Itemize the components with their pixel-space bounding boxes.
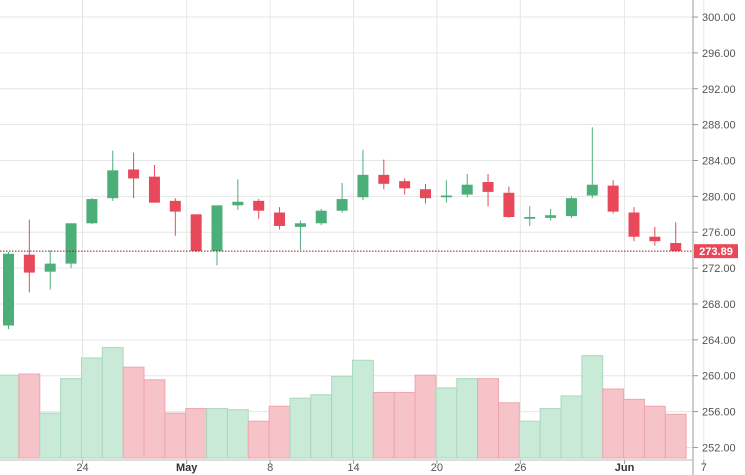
volume-bar — [539, 408, 562, 459]
volume-bar — [435, 387, 458, 459]
candle-body — [169, 200, 181, 212]
y-tick-label: 268.00 — [702, 299, 736, 311]
y-tick-label: 252.00 — [702, 442, 736, 454]
y-tick-label: 272.00 — [702, 263, 736, 275]
candle-body — [294, 223, 306, 227]
volume-bar — [80, 357, 103, 459]
x-tick-label: 7 — [701, 462, 707, 474]
volume-bar — [226, 409, 249, 459]
candle-body — [607, 185, 619, 212]
candle-body — [378, 174, 390, 184]
y-tick-label: 264.00 — [702, 335, 736, 347]
volume-bar — [143, 379, 166, 459]
x-tick-label: May — [176, 462, 198, 474]
candle-body — [65, 223, 77, 264]
y-tick-label: 256.00 — [702, 407, 736, 419]
candle-body — [628, 212, 640, 237]
volume-bar — [414, 374, 437, 459]
candle-body — [211, 205, 223, 252]
last-price-tag: 273.89 — [694, 244, 738, 259]
volume-bar — [331, 375, 354, 459]
volume-bar — [101, 347, 124, 459]
y-tick-label: 300.00 — [702, 12, 736, 24]
x-axis: 24 May 8 14 20 26 Jun 7 — [0, 459, 707, 474]
candle-body — [524, 216, 536, 219]
candle-body — [274, 212, 286, 226]
candle-body — [482, 182, 494, 192]
volume-bar — [0, 374, 20, 459]
x-tick-label: 24 — [76, 462, 88, 474]
candle-body — [315, 210, 327, 224]
y-axis: 300.00 296.00 292.00 288.00 284.00 280.00 276.… — [692, 0, 736, 475]
candle-body — [107, 170, 119, 199]
volume-bar — [310, 394, 333, 459]
x-tick-label: Jun — [615, 462, 635, 474]
volume-bar — [477, 378, 499, 459]
volume-bar — [518, 420, 541, 459]
y-tick-label: 284.00 — [702, 156, 736, 168]
volume-bar — [623, 398, 645, 459]
candle-body — [253, 200, 265, 211]
candle-body — [232, 201, 244, 206]
volume-bars — [0, 347, 687, 459]
volume-bar — [372, 391, 395, 459]
x-tick-label: 20 — [431, 462, 443, 474]
volume-bar — [268, 405, 291, 459]
candle-body — [503, 192, 515, 217]
volume-bar — [352, 359, 374, 459]
candle-body — [190, 214, 202, 252]
volume-bar — [39, 412, 62, 459]
x-tick-label: 8 — [267, 462, 273, 474]
candle-body — [586, 184, 598, 196]
price-candles — [3, 127, 682, 330]
y-tick-label: 288.00 — [702, 120, 736, 132]
volume-bar — [643, 405, 666, 459]
volume-bar — [602, 388, 625, 459]
y-tick-label: 280.00 — [702, 191, 736, 203]
volume-bar — [164, 412, 187, 459]
candle-body — [23, 254, 35, 273]
volume-bar — [581, 355, 604, 459]
candle-body — [461, 184, 473, 195]
candle-body — [86, 199, 98, 224]
y-tick-label: 296.00 — [702, 48, 736, 60]
volume-bar — [289, 397, 312, 459]
candle-body — [649, 236, 661, 242]
candle-body — [357, 174, 369, 198]
volume-bar — [497, 402, 520, 459]
candle-body — [420, 189, 431, 199]
x-tick-label: 14 — [347, 462, 359, 474]
volume-bar — [247, 420, 270, 459]
candle-body — [670, 243, 682, 252]
candle-body — [336, 199, 348, 211]
candle-body — [440, 195, 452, 198]
y-tick-label: 276.00 — [702, 227, 736, 239]
volume-bar — [664, 413, 687, 459]
volume-bar — [122, 366, 145, 459]
volume-bar — [185, 408, 208, 459]
candle-body — [545, 215, 557, 218]
last-price-label: 273.89 — [699, 246, 733, 258]
candle-body — [3, 253, 14, 326]
last-price-tag-bg — [694, 244, 738, 259]
candle-body — [128, 169, 140, 179]
candle-body — [148, 176, 160, 203]
candle-body — [399, 181, 411, 189]
y-tick-label: 292.00 — [702, 84, 736, 96]
candle-body — [565, 198, 577, 217]
x-tick-label: 26 — [514, 462, 526, 474]
volume-bar — [393, 391, 416, 459]
y-tick-label: 260.00 — [702, 371, 736, 383]
volume-bar — [560, 395, 583, 459]
volume-bar — [18, 373, 41, 459]
volume-bar — [60, 378, 82, 459]
volume-bar — [456, 378, 479, 459]
candle-body — [44, 263, 56, 272]
volume-bar — [206, 408, 228, 459]
